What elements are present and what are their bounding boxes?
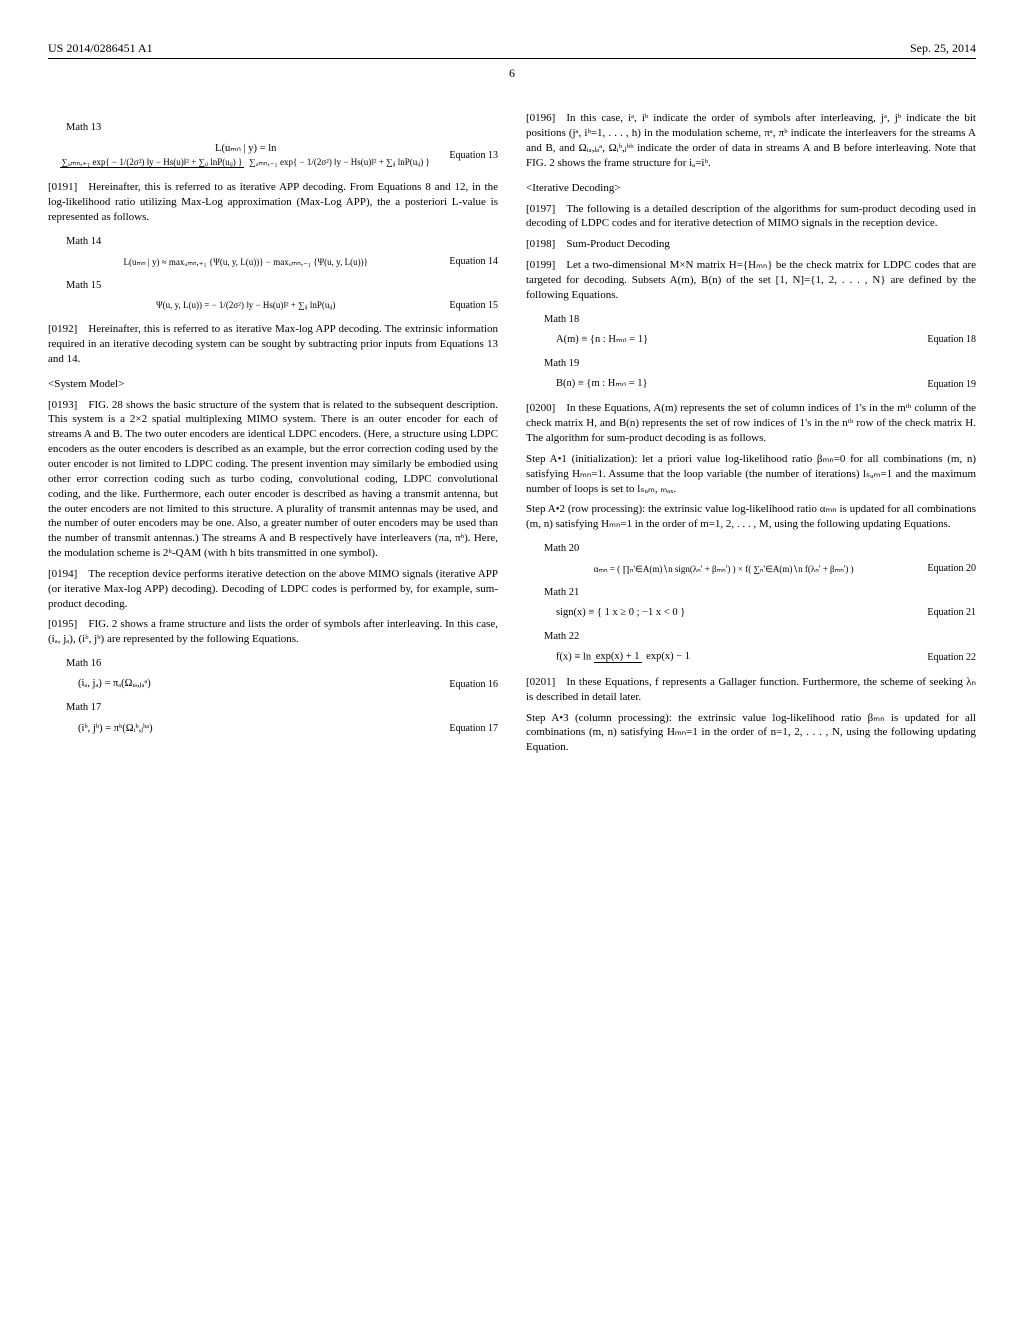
equation-22: f(x) ≡ ln exp(x) + 1 exp(x) − 1 Equation…: [526, 650, 976, 665]
equation-13-number: Equation 13: [443, 149, 498, 163]
equation-18-body: A(m) ≡ {n : Hₘₙ = 1}: [526, 333, 921, 347]
math-label-20: Math 20: [544, 542, 976, 556]
equation-20-body: αₘₙ = ( ∏ₙ'∈A(m)∖n sign(λₙ' + βₘₙ') ) × …: [526, 563, 921, 575]
math-label-13: Math 13: [66, 121, 498, 135]
equation-21-number: Equation 21: [921, 606, 976, 620]
eq13-denominator: ∑ᵤₘₙ,₋₁ exp{ − 1/(2σ²) ‖y − Hs(u)‖² + ∑ᵢ…: [247, 157, 432, 167]
paragraph-0197: [0197] The following is a detailed descr…: [526, 202, 976, 232]
step-a3: Step A•3 (column processing): the extrin…: [526, 711, 976, 756]
equation-21: sign(x) ≡ { 1 x ≥ 0 ; −1 x < 0 } Equatio…: [526, 606, 976, 620]
math-label-15: Math 15: [66, 279, 498, 293]
equation-17-body: (iᵇ, jᵇ) = πᵇ(Ωᵢᵇ,ⱼᵇᵃ): [48, 722, 443, 736]
paragraph-0194: [0194] The reception device performs ite…: [48, 567, 498, 612]
step-a1: Step A•1 (initialization): let a priori …: [526, 452, 976, 497]
equation-15-body: Ψ(u, y, L(u)) = − 1/(2σ²) ‖y − Hs(u)‖² +…: [48, 299, 443, 311]
iterative-decoding-heading: <Iterative Decoding>: [526, 181, 976, 196]
publication-date: Sep. 25, 2014: [910, 40, 976, 56]
system-model-heading: <System Model>: [48, 377, 498, 392]
eq13-lhs: L(uₘₙ | y) = ln: [215, 143, 276, 154]
math-label-14: Math 14: [66, 235, 498, 249]
equation-16: (iₐ, jₐ) = πₐ(Ωᵢₐ,ⱼₐᵃ) Equation 16: [48, 677, 498, 691]
paragraph-0199: [0199] Let a two-dimensional M×N matrix …: [526, 258, 976, 303]
equation-20: αₘₙ = ( ∏ₙ'∈A(m)∖n sign(λₙ' + βₘₙ') ) × …: [526, 562, 976, 576]
eq22-lhs: f(x) ≡ ln: [556, 652, 591, 663]
equation-16-body: (iₐ, jₐ) = πₐ(Ωᵢₐ,ⱼₐᵃ): [48, 677, 443, 691]
equation-17: (iᵇ, jᵇ) = πᵇ(Ωᵢᵇ,ⱼᵇᵃ) Equation 17: [48, 722, 498, 736]
paragraph-0195: [0195] FIG. 2 shows a frame structure an…: [48, 617, 498, 647]
left-column: Math 13 L(uₘₙ | y) = ln ∑ᵤₘₙ,₊₁ exp{ − 1…: [48, 111, 498, 761]
equation-22-number: Equation 22: [921, 651, 976, 665]
eq13-numerator: ∑ᵤₘₙ,₊₁ exp{ − 1/(2σ²) ‖y − Hs(u)‖² + ∑ᵢ…: [60, 157, 245, 168]
equation-21-body: sign(x) ≡ { 1 x ≥ 0 ; −1 x < 0 }: [526, 606, 921, 620]
math-label-21: Math 21: [544, 586, 976, 600]
equation-15-number: Equation 15: [443, 299, 498, 313]
paragraph-0193: [0193] FIG. 28 shows the basic structure…: [48, 398, 498, 561]
paragraph-0198: [0198] Sum-Product Decoding: [526, 237, 976, 252]
two-column-layout: Math 13 L(uₘₙ | y) = ln ∑ᵤₘₙ,₊₁ exp{ − 1…: [48, 111, 976, 761]
equation-16-number: Equation 16: [443, 678, 498, 692]
math-label-18: Math 18: [544, 313, 976, 327]
equation-14: L(uₘₙ | y) ≈ maxᵤₘₙ,₊₁ {Ψ(u, y, L(u))} −…: [48, 255, 498, 269]
math-label-17: Math 17: [66, 701, 498, 715]
step-a2: Step A•2 (row processing): the extrinsic…: [526, 502, 976, 532]
equation-18-number: Equation 18: [921, 333, 976, 347]
math-label-22: Math 22: [544, 630, 976, 644]
paragraph-0201: [0201] In these Equations, f represents …: [526, 675, 976, 705]
equation-14-number: Equation 14: [443, 255, 498, 269]
page-header: US 2014/0286451 A1 Sep. 25, 2014: [48, 40, 976, 59]
publication-number: US 2014/0286451 A1: [48, 40, 153, 56]
equation-15: Ψ(u, y, L(u)) = − 1/(2σ²) ‖y − Hs(u)‖² +…: [48, 299, 498, 313]
equation-13-body: L(uₘₙ | y) = ln ∑ᵤₘₙ,₊₁ exp{ − 1/(2σ²) ‖…: [48, 142, 443, 171]
paragraph-0196: [0196] In this case, iᵃ, iᵇ indicate the…: [526, 111, 976, 170]
paragraph-0192: [0192] Hereinafter, this is referred to …: [48, 322, 498, 367]
equation-19-number: Equation 19: [921, 378, 976, 392]
equation-22-body: f(x) ≡ ln exp(x) + 1 exp(x) − 1: [526, 650, 921, 665]
paragraph-0200: [0200] In these Equations, A(m) represen…: [526, 401, 976, 446]
page-number: 6: [48, 65, 976, 81]
math-label-16: Math 16: [66, 657, 498, 671]
equation-17-number: Equation 17: [443, 722, 498, 736]
equation-14-body: L(uₘₙ | y) ≈ maxᵤₘₙ,₊₁ {Ψ(u, y, L(u))} −…: [48, 256, 443, 268]
equation-19: B(n) ≡ {m : Hₘₙ = 1} Equation 19: [526, 377, 976, 391]
math-label-19: Math 19: [544, 357, 976, 371]
equation-20-number: Equation 20: [921, 562, 976, 576]
paragraph-0191: [0191] Hereinafter, this is referred to …: [48, 180, 498, 225]
right-column: [0196] In this case, iᵃ, iᵇ indicate the…: [526, 111, 976, 761]
equation-18: A(m) ≡ {n : Hₘₙ = 1} Equation 18: [526, 333, 976, 347]
equation-13: L(uₘₙ | y) = ln ∑ᵤₘₙ,₊₁ exp{ − 1/(2σ²) ‖…: [48, 142, 498, 171]
equation-19-body: B(n) ≡ {m : Hₘₙ = 1}: [526, 377, 921, 391]
eq22-denominator: exp(x) − 1: [644, 651, 692, 662]
eq22-numerator: exp(x) + 1: [594, 651, 642, 663]
